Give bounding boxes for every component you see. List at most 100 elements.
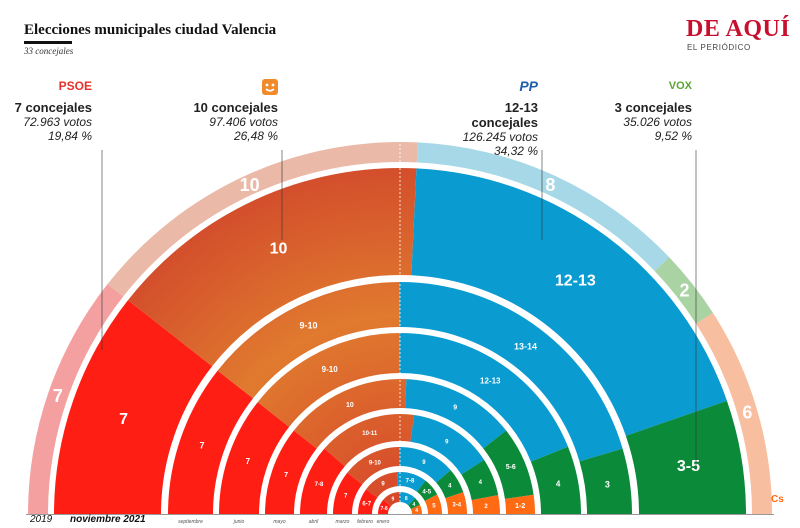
seat-arc-comproms-ring-4	[293, 379, 407, 449]
seat-label-comproms-ring-6: 9-10	[369, 460, 382, 466]
seat-label-vox-ring-3: 4	[556, 479, 561, 488]
seat-label-vox-ring-5: 4	[479, 480, 483, 486]
seat-label-comproms-ring-5: 10-11	[362, 431, 378, 437]
seat-label-vox-ring-6: 4	[448, 483, 452, 489]
seat-arc-pp-ring-5	[410, 415, 485, 475]
seat-arc-vox-ring-6	[436, 470, 464, 499]
brand-logo: DE AQUÍ	[686, 16, 791, 42]
seat-label-comproms-ring-4: 10	[346, 402, 354, 409]
seat-label-pp-ring-5: 9	[445, 439, 449, 445]
party-seats: 3 concejales	[614, 100, 692, 115]
seat-arc-vox-ring-3	[530, 446, 581, 514]
seat-label-pp-ring-3: 12-13	[480, 376, 501, 385]
ring-date-label: marzo	[336, 519, 350, 525]
seat-arc-comproms-ring-7	[366, 472, 398, 498]
seat-label-cs-ring-6: 3-4	[452, 503, 461, 509]
seat-arc-pp-ring-2	[400, 282, 623, 462]
seat-label-psoe-ring-0: 7	[53, 386, 63, 406]
seat-label-pp-ring-1: 12-13	[555, 272, 596, 289]
party-pp: PP 12-13 concejales 126.245 votos 34,32 …	[438, 78, 538, 158]
seat-arc-pp-ring-6	[400, 447, 451, 483]
seat-label-cs-ring-7: 5	[432, 504, 436, 510]
seat-arc-comproms-ring-5	[324, 413, 415, 467]
seat-arc-cs-ring-5	[471, 495, 500, 514]
seat-arc-psoe-ring-6	[333, 472, 363, 514]
title-underline	[24, 41, 72, 44]
seat-arc-pp-ring-0	[416, 142, 670, 272]
ring-date-label: septiembre	[178, 519, 203, 525]
seat-label-psoe-ring-6: 7	[344, 493, 348, 499]
seat-label-comproms-ring-7: 9	[381, 482, 385, 488]
seat-label-comproms-ring-2: 9-10	[299, 321, 317, 331]
seat-arc-vox-ring-5	[461, 459, 499, 501]
seat-arc-vox-ring-1	[625, 400, 746, 514]
ring-date-label: enero	[377, 519, 390, 525]
seat-arc-comproms-ring-3	[257, 333, 400, 427]
seat-arc-comproms-ring-1	[128, 168, 417, 367]
seat-arc-cs-ring-6	[445, 492, 467, 514]
seat-arc-vox-ring-7	[417, 480, 438, 501]
seat-label-pp-ring-8: 8	[405, 496, 408, 502]
seat-label-psoe-ring-4: 7	[284, 472, 288, 479]
cs-logo: Cs	[771, 494, 784, 505]
ring-date-label: mayo	[273, 519, 285, 525]
seat-label-comproms-ring-3: 9-10	[322, 365, 339, 374]
seat-arc-vox-ring-2	[579, 448, 632, 514]
seat-label-vox-ring-0: 2	[680, 281, 690, 301]
seat-arc-psoe-ring-1	[54, 300, 213, 514]
seat-arc-vox-ring-0	[654, 257, 713, 324]
ring-date-label: junio	[233, 519, 245, 525]
party-vox: VOX 3 concejales 35.026 votos 9,52 %	[592, 78, 692, 143]
seat-arc-psoe-ring-5	[300, 448, 345, 514]
seat-label-comproms-ring-8: 9	[392, 496, 395, 502]
seat-label-vox-ring-1: 3-5	[677, 458, 700, 475]
vox-logo: VOX	[668, 80, 692, 92]
footer-year-2019: 2019	[30, 514, 53, 525]
seat-label-vox-ring-4: 5-6	[506, 464, 516, 471]
brand-subtitle: EL PERIÓDICO	[687, 43, 751, 52]
baseline	[26, 514, 774, 515]
party-pct: 9,52 %	[654, 129, 692, 143]
seat-label-psoe-ring-8: 7-8	[380, 506, 387, 512]
seat-label-psoe-ring-3: 7	[246, 457, 251, 466]
seat-arc-cs-ring-8	[410, 504, 422, 514]
seat-arc-pp-ring-8	[400, 492, 416, 506]
seat-arc-cs-ring-7	[424, 494, 442, 514]
party-votes: 35.026 votos	[623, 115, 692, 129]
party-seats: 7 concejales	[14, 100, 92, 115]
seat-label-pp-ring-0: 8	[545, 175, 555, 195]
seat-label-cs-ring-5: 2	[484, 504, 488, 510]
seat-arc-comproms-ring-6	[347, 447, 400, 485]
seat-label-cs-ring-8: 4	[415, 508, 418, 514]
party-votes: 97.406 votos	[209, 115, 278, 129]
seat-arc-psoe-ring-8	[378, 499, 391, 514]
compromis-logo-icon	[178, 78, 278, 95]
ring-date-label: abril	[309, 519, 319, 525]
ring-date-label: febrero	[357, 519, 373, 525]
seat-label-pp-ring-7: 7-8	[406, 479, 415, 485]
seat-label-cs-ring-0: 6	[742, 402, 752, 422]
page-title: Elecciones municipales ciudad Valencia	[24, 22, 277, 38]
seat-label-comproms-ring-0: 10	[240, 175, 260, 195]
seat-label-pp-ring-6: 9	[422, 460, 426, 466]
party-pct: 19,84 %	[47, 129, 92, 143]
seat-label-vox-ring-8: 4	[412, 502, 415, 508]
seat-arc-psoe-ring-2	[168, 370, 254, 514]
seat-arc-cs-ring-0	[696, 312, 772, 514]
party-psoe: PSOE 7 concejales 72.963 votos 19,84 %	[0, 78, 92, 143]
seat-arc-pp-ring-1	[411, 168, 727, 436]
seat-label-psoe-ring-2: 7	[200, 441, 205, 451]
seat-arc-pp-ring-3	[400, 333, 569, 462]
seat-label-cs-ring-4: 1-2	[515, 503, 525, 510]
seat-label-vox-ring-2: 3	[605, 479, 610, 489]
seat-label-psoe-ring-7: 6-7	[362, 501, 371, 507]
seat-label-psoe-ring-1: 7	[119, 411, 128, 428]
seat-arc-pp-ring-7	[396, 471, 426, 492]
footer-date-2021: noviembre 2021	[70, 514, 146, 525]
seat-arc-psoe-ring-7	[358, 489, 378, 514]
seat-label-vox-ring-7: 4-5	[422, 490, 431, 496]
seat-label-pp-ring-2: 13-14	[514, 341, 537, 351]
party-pct: 34,32 %	[493, 144, 538, 158]
seat-arc-psoe-ring-0	[28, 284, 124, 514]
seat-arc-cs-ring-4	[504, 494, 535, 514]
